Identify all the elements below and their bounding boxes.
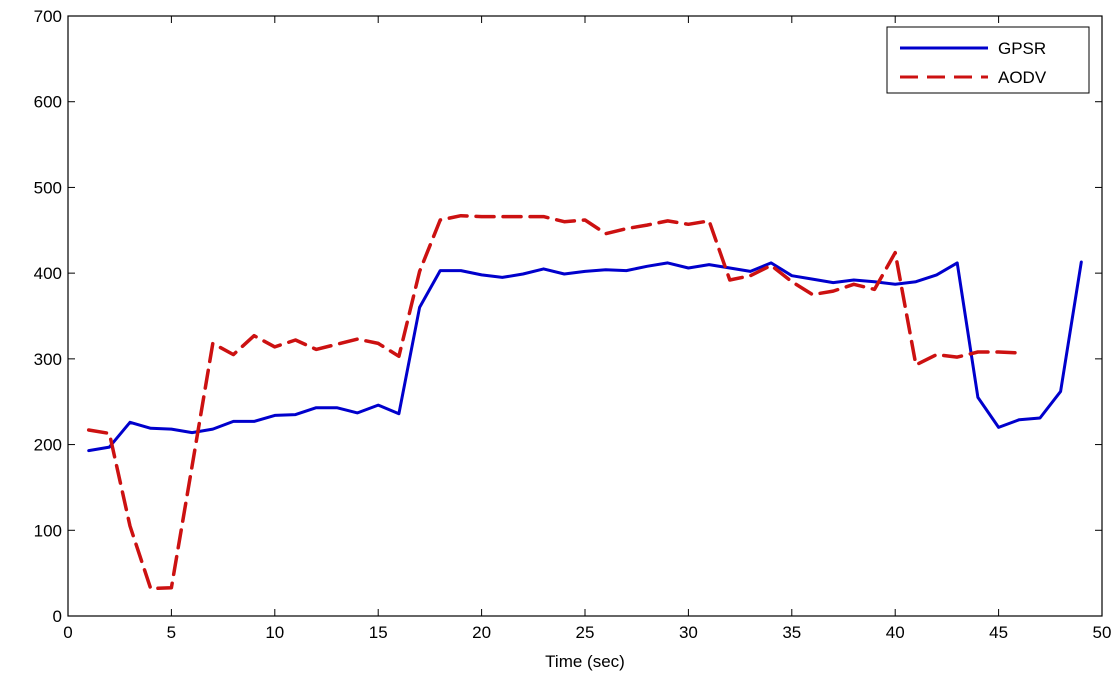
plot-area (67, 15, 1103, 617)
y-tick-label: 100 (34, 521, 62, 540)
legend-label-aodv: AODV (998, 68, 1047, 87)
x-tick-label: 15 (369, 623, 388, 642)
x-tick-label: 40 (886, 623, 905, 642)
y-tick-label: 700 (34, 7, 62, 26)
x-tick-label: 45 (989, 623, 1008, 642)
legend-label-gpsr: GPSR (998, 39, 1046, 58)
y-tick-label: 600 (34, 93, 62, 112)
y-tick-label: 300 (34, 350, 62, 369)
series-line-aodv (86, 213, 1022, 591)
y-tick-label: 500 (34, 178, 62, 197)
y-tick-label: 200 (34, 436, 62, 455)
series-line-gpsr (87, 260, 1083, 453)
y-tick-label: 0 (53, 607, 62, 626)
legend-box (886, 26, 1090, 94)
x-tick-label: 25 (576, 623, 595, 642)
axis-ticks: 0 5 10 15 20 25 30 35 40 45 5001002003004005006007… (34, 7, 1112, 642)
series-lines (86, 213, 1083, 591)
x-axis-label: Time (sec) (545, 652, 625, 671)
legend: GPSR AODV (886, 26, 1090, 94)
x-tick-label: 50 (1093, 623, 1112, 642)
x-tick-label: 20 (472, 623, 491, 642)
x-tick-label: 0 (63, 623, 72, 642)
x-tick-label: 10 (265, 623, 284, 642)
x-tick-label: 5 (167, 623, 176, 642)
y-tick-label: 400 (34, 264, 62, 283)
x-tick-label: 35 (782, 623, 801, 642)
x-tick-label: 30 (679, 623, 698, 642)
